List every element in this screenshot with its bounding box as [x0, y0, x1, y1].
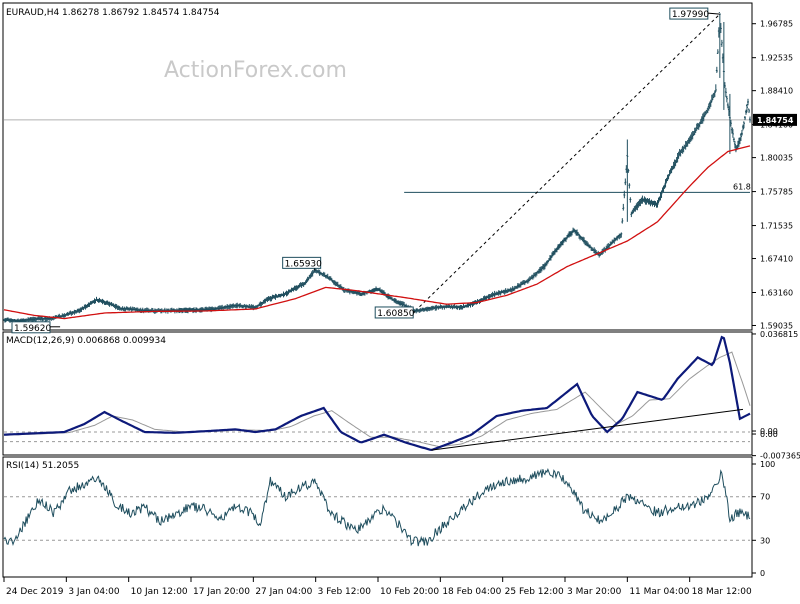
- x-tick-label: 27 Jan 04:00: [255, 587, 312, 597]
- price-annotation-label: 1.60850: [377, 309, 414, 319]
- x-tick-label: 18 Mar 12:00: [692, 587, 752, 597]
- current-price-label: 1.84754: [757, 116, 794, 125]
- price-tick-label: 1.71535: [760, 222, 793, 231]
- price-annotation-label: 1.97990: [672, 10, 709, 20]
- macd-marks: [3, 335, 751, 451]
- price-tick-label: 1.88410: [760, 87, 793, 96]
- price-tick-label: 1.80035: [760, 154, 793, 163]
- price-annotation-label: 1.59620: [14, 324, 51, 334]
- price-tick-label: 1.59035: [760, 321, 793, 330]
- annotation-connector: [707, 12, 720, 15]
- fib-label: 61.8: [733, 182, 751, 191]
- price-tick-label: 1.92535: [760, 54, 793, 63]
- moving-average-line: [3, 145, 751, 320]
- current-price-tag: [753, 113, 797, 126]
- watermark: ActionForex.com: [164, 58, 347, 83]
- x-tick-label: 10 Jan 12:00: [131, 587, 188, 597]
- macd-line: [3, 335, 751, 451]
- macd-tick-label: 0.00: [760, 427, 778, 436]
- x-tick-label: 3 Feb 12:00: [318, 587, 372, 597]
- rsi-line: [3, 467, 751, 547]
- price-panel-frame: [2, 2, 753, 331]
- macd-panel-frame: [2, 331, 753, 456]
- rsi-panel-frame: [2, 456, 753, 578]
- x-tick-label: 3 Jan 04:00: [68, 587, 120, 597]
- price-tick-label: 1.75785: [760, 188, 793, 197]
- rsi-tick-label: 100: [760, 460, 775, 469]
- price-annotation-label: 1.65930: [285, 259, 322, 269]
- price-tick-label: 1.96785: [760, 20, 793, 29]
- rsi-tick-label: 70: [760, 493, 770, 502]
- macd-tick-label: -0.007365: [760, 452, 800, 461]
- price-tick-label: 1.63160: [760, 289, 793, 298]
- rsi-marks: [3, 467, 751, 547]
- x-tick-label: 3 Mar 20:00: [567, 587, 622, 597]
- x-tick-label: 24 Dec 2019: [6, 587, 64, 597]
- x-tick-label: 11 Mar 04:00: [629, 587, 689, 597]
- price-tick-label: 1.67410: [760, 255, 793, 264]
- macd-trendline: [431, 408, 744, 451]
- x-tick-label: 25 Feb 12:00: [505, 587, 564, 597]
- price-trendline: [414, 13, 721, 312]
- macd-tick-label: 0.00: [760, 430, 778, 439]
- x-tick-label: 17 Jan 20:00: [193, 587, 250, 597]
- price-annotation-box: [282, 256, 322, 269]
- rsi-title: RSI(14) 51.2055: [6, 461, 79, 471]
- macd-title: MACD(12,26,9) 0.006868 0.009934: [6, 336, 166, 346]
- symbol-line: EURAUD,H4 1.86278 1.86792 1.84574 1.8475…: [6, 8, 220, 18]
- rsi-tick-label: 0: [760, 569, 765, 578]
- x-tick-label: 18 Feb 04:00: [442, 587, 501, 597]
- x-tick-label: 10 Feb 20:00: [380, 587, 439, 597]
- axis-marks: 1.967851.925351.884101.841601.800351.757…: [3, 20, 800, 597]
- macd-tick-label: 0.036815: [760, 330, 798, 339]
- price-marks: 61.8 1.59620 1.65930 1.60850 1.97990: [3, 7, 751, 334]
- rsi-tick-label: 30: [760, 536, 770, 545]
